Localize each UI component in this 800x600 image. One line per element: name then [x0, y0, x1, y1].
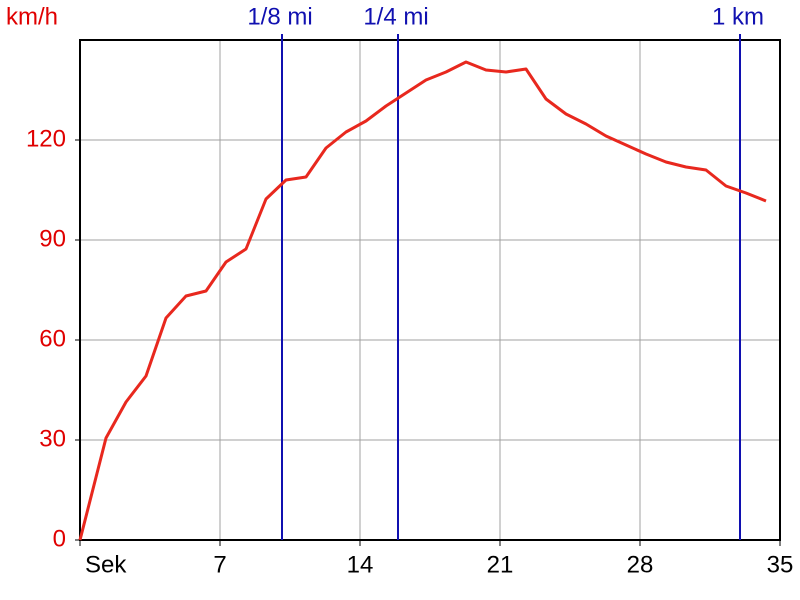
x-tick-label: 21: [487, 551, 514, 578]
y-tick-label: 60: [39, 325, 66, 352]
y-axis-label: km/h: [6, 3, 58, 30]
x-tick-label: 35: [767, 551, 794, 578]
y-tick-label: 90: [39, 225, 66, 252]
distance-marker-label: 1/4 mi: [363, 3, 428, 30]
x-tick-label: 7: [213, 551, 226, 578]
x-tick-label: 14: [347, 551, 374, 578]
plot-frame: [79, 39, 781, 541]
distance-marker-label: 1/8 mi: [247, 3, 312, 30]
x-tick-label: Sek: [85, 551, 127, 578]
y-tick-label: 0: [53, 525, 66, 552]
y-tick-label: 120: [26, 125, 66, 152]
distance-marker-label: 1 km: [712, 3, 764, 30]
speed-line: [78, 60, 767, 541]
x-tick-label: 28: [627, 551, 654, 578]
y-tick-label: 30: [39, 425, 66, 452]
